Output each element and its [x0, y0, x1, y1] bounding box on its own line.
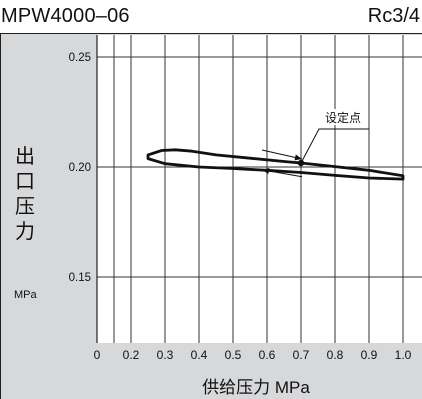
- annotation-label-bg: [319, 109, 367, 126]
- x-tick-label: 0.5: [225, 348, 242, 362]
- y-axis-unit: MPa: [14, 289, 37, 301]
- x-tick-label: 0.3: [157, 348, 174, 362]
- x-tick-label: 0.2: [123, 348, 140, 362]
- y-axis-label-char: 力: [15, 221, 35, 243]
- series-line: [146, 148, 405, 181]
- annotations: 设定点: [261, 109, 369, 178]
- y-tick-label: 0.20: [69, 162, 91, 174]
- y-tick-label: 0.25: [69, 52, 91, 64]
- annotation-leader: [300, 128, 369, 164]
- y-tick-label: 0.15: [69, 272, 91, 284]
- x-tick-label: 0: [94, 348, 101, 362]
- port-size-label: Rc3/4: [367, 5, 420, 27]
- flow-arrow-head: [262, 168, 270, 174]
- x-axis-label: 供给压力 MPa: [202, 378, 310, 397]
- tick-labels: 0.25 0.20 0.15 0 0.2 0.3 0.4 0.5 0.6 0.7 0.8 0.9 1.0: [69, 52, 412, 362]
- x-tick-label: 0.9: [361, 348, 378, 362]
- plot-area: [97, 35, 422, 343]
- annotation-label: 设定点: [325, 110, 361, 125]
- y-axis-label-char: 出: [15, 146, 35, 168]
- x-tick-label: 0.6: [259, 348, 276, 362]
- x-tick-label: 1.0: [395, 348, 412, 362]
- y-axis-label-char: 压: [15, 196, 35, 218]
- flow-arrow-head: [294, 154, 302, 161]
- y-axis-label: 出口压力: [13, 145, 37, 245]
- chart-title: MPW4000–06: [1, 5, 130, 27]
- x-tick-label: 0.8: [327, 348, 344, 362]
- y-axis-label-char: 口: [15, 171, 35, 193]
- x-tick-label: 0.7: [293, 348, 310, 362]
- y-axis-label-text: 出口压力: [13, 145, 37, 245]
- grid: [96, 35, 422, 343]
- x-tick-label: 0.4: [191, 348, 208, 362]
- series-group: [146, 148, 405, 181]
